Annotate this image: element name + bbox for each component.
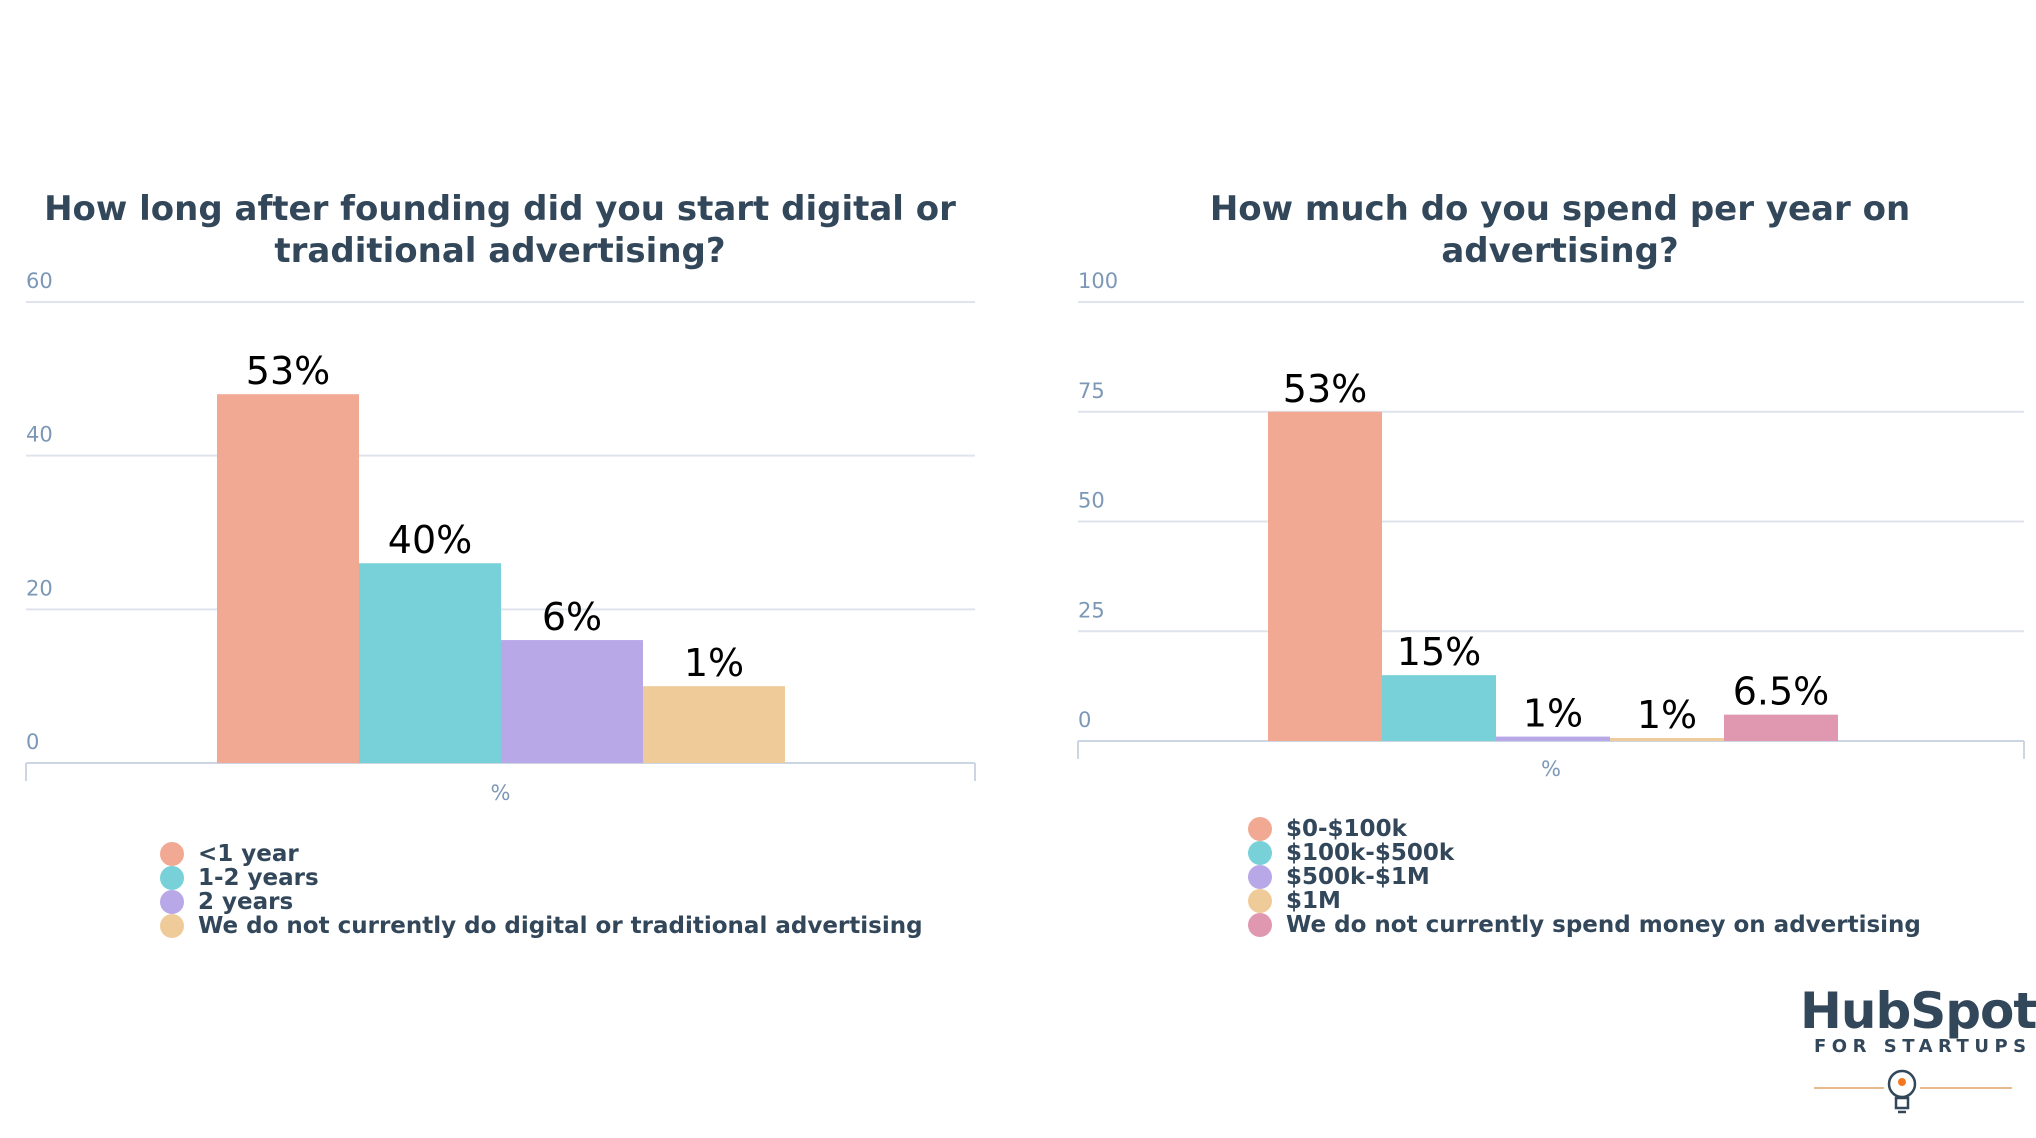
chart-1-y-tick-label: 0 <box>26 730 39 754</box>
chart-1-x-axis-label: % <box>491 781 511 805</box>
legend-item: 1-2 years <box>160 866 923 890</box>
chart-2-bar <box>1496 736 1610 741</box>
legend-item: $100k-$500k <box>1248 841 1921 865</box>
legend-label: 1-2 years <box>198 865 319 891</box>
chart-1-bar <box>643 686 785 763</box>
chart-1-bar <box>217 394 359 763</box>
chart-2-x-axis-label: % <box>1541 757 1561 781</box>
chart-2-y-tick-label: 100 <box>1078 269 1118 293</box>
chart-1-legend: <1 year 1-2 years 2 years We do not current… <box>160 842 923 938</box>
legend-label: We do not currently spend money on adver… <box>1286 912 1921 938</box>
hubspot-logo: HubSpot FOR STARTUPS <box>1800 970 2036 1130</box>
chart-1-y-tick-label: 20 <box>26 576 53 600</box>
chart-2-data-label: 1% <box>1637 693 1697 737</box>
chart-2-bar <box>1382 675 1496 741</box>
chart-1-data-label: 40% <box>388 518 472 562</box>
chart-2-y-tick-label: 50 <box>1078 489 1105 513</box>
chart-2-y-tick-label: 0 <box>1078 708 1091 732</box>
legend-swatch <box>1248 817 1272 841</box>
chart-1-y-tick-label: 40 <box>26 423 53 447</box>
chart-2-bar <box>1268 411 1382 741</box>
legend-item: We do not currently do digital or tradit… <box>160 914 923 938</box>
legend-swatch <box>1248 865 1272 889</box>
legend-swatch <box>160 890 184 914</box>
legend-label: 2 years <box>198 889 294 915</box>
chart-1-data-label: 53% <box>246 349 330 393</box>
legend-item: $1M <box>1248 889 1921 913</box>
legend-label: $500k-$1M <box>1286 864 1430 890</box>
legend-swatch <box>1248 913 1272 937</box>
legend-swatch <box>160 842 184 866</box>
legend-swatch <box>160 914 184 938</box>
chart-2-data-label: 53% <box>1283 367 1367 411</box>
legend-item: $0-$100k <box>1248 817 1921 841</box>
chart-2-y-tick-label: 75 <box>1078 379 1105 403</box>
chart-2-bar <box>1610 738 1724 741</box>
chart-2-data-label: 6.5% <box>1733 670 1830 714</box>
chart-1-title: How long after founding did you start di… <box>44 189 956 271</box>
legend-label: <1 year <box>198 841 299 867</box>
chart-1-data-label: 1% <box>684 641 744 685</box>
chart-1-bar <box>501 640 643 763</box>
lightbulb-icon <box>1814 1069 2012 1114</box>
chart-2-y-tick-label: 25 <box>1078 598 1105 622</box>
chart-1-data-label: 6% <box>542 595 602 639</box>
chart-1-y-tick-label: 60 <box>26 269 53 293</box>
legend-item: We do not currently spend money on adver… <box>1248 913 1921 937</box>
legend-item: $500k-$1M <box>1248 865 1921 889</box>
chart-2-data-label: 1% <box>1523 692 1583 736</box>
legend-label: $0-$100k <box>1286 816 1407 842</box>
legend-label: $1M <box>1286 888 1341 914</box>
logo-subtitle: FOR STARTUPS <box>1814 1036 2032 1057</box>
legend-swatch <box>1248 841 1272 865</box>
chart-2-legend: $0-$100k $100k-$500k $500k-$1M $1M We do not… <box>1248 817 1921 937</box>
legend-label: We do not currently do digital or tradit… <box>198 913 923 939</box>
chart-2-title: How much do you spend per year on advert… <box>1209 189 1911 271</box>
chart-2-bar <box>1724 714 1838 741</box>
chart-2-data-label: 15% <box>1397 630 1481 674</box>
legend-swatch <box>160 866 184 890</box>
logo-wordmark: HubSpot <box>1800 982 2036 1040</box>
legend-item: <1 year <box>160 842 923 866</box>
chart-1-bar <box>359 563 501 763</box>
legend-swatch <box>1248 889 1272 913</box>
legend-label: $100k-$500k <box>1286 840 1455 866</box>
legend-item: 2 years <box>160 890 923 914</box>
